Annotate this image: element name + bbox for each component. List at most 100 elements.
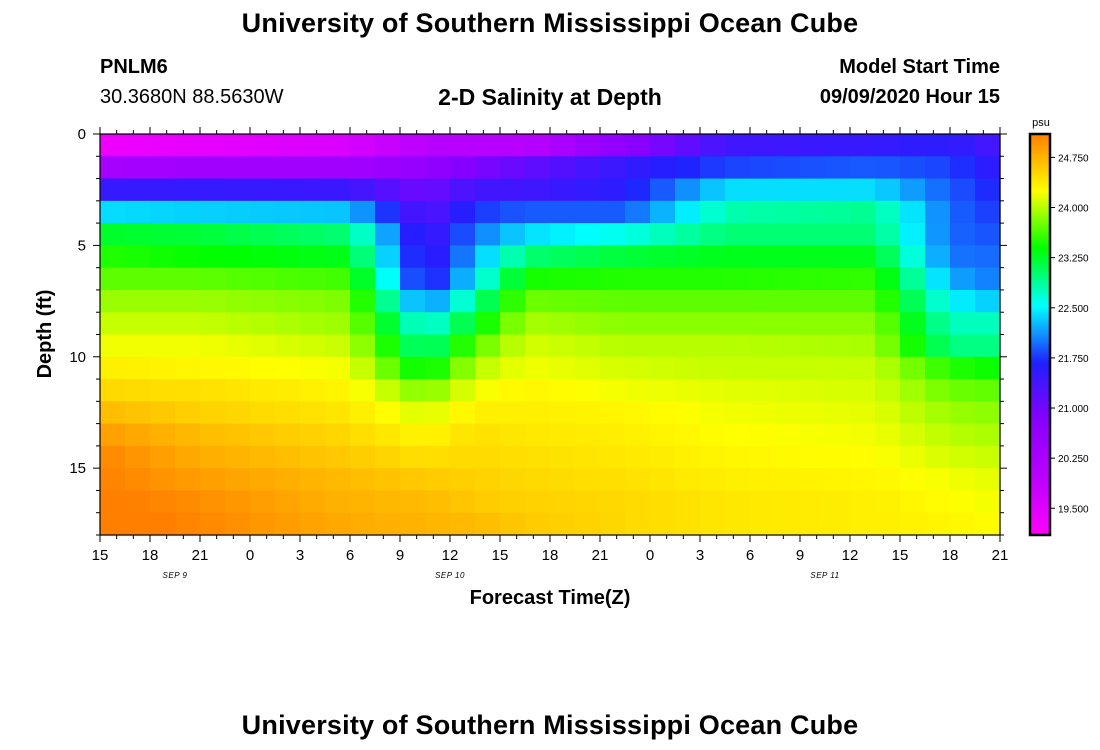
heatmap-cell <box>900 267 926 291</box>
heatmap-cell <box>925 156 951 180</box>
heatmap-cell <box>450 134 476 157</box>
heatmap-cell <box>500 379 526 402</box>
heatmap-cell <box>700 512 726 536</box>
heatmap-cell <box>500 490 526 514</box>
heatmap-cell <box>225 245 251 269</box>
heatmap-cell <box>500 178 526 202</box>
heatmap-cell <box>625 134 651 157</box>
heatmap-cell <box>575 334 601 358</box>
heatmap-cell <box>600 156 626 180</box>
colorbar-tick-label: 20.250 <box>1058 454 1089 465</box>
heatmap-cell <box>800 200 826 224</box>
heatmap-cell <box>900 134 926 157</box>
heatmap-cell <box>700 445 726 469</box>
heatmap-cell <box>725 200 751 224</box>
heatmap-cell <box>250 490 276 514</box>
x-tick-label: 9 <box>396 547 404 564</box>
heatmap-cell <box>550 245 576 269</box>
heatmap-cell <box>975 490 1001 514</box>
heatmap-cell <box>125 490 151 514</box>
heatmap-cell <box>625 490 651 514</box>
heatmap-cell <box>750 401 776 425</box>
heatmap-cell <box>225 134 251 157</box>
heatmap-cell <box>225 445 251 469</box>
heatmap-cell <box>575 223 601 246</box>
heatmap-cell <box>975 245 1001 269</box>
x-tick-label: 18 <box>942 547 959 564</box>
heatmap-cell <box>600 445 626 469</box>
heatmap-cell <box>975 156 1001 180</box>
heatmap-cell <box>675 334 701 358</box>
heatmap-cell <box>750 445 776 469</box>
heatmap-cell <box>650 445 676 469</box>
heatmap-cell <box>400 468 426 492</box>
heatmap-cell <box>500 312 526 336</box>
heatmap-cell <box>125 156 151 180</box>
heatmap-cell <box>600 267 626 291</box>
heatmap-cell <box>825 356 851 380</box>
heatmap-cell <box>275 289 301 313</box>
heatmap-cell <box>925 200 951 224</box>
heatmap-cell <box>975 379 1001 402</box>
heatmap-cell <box>250 379 276 402</box>
heatmap-cell <box>200 200 226 224</box>
x-tick-label: 21 <box>992 547 1009 564</box>
heatmap-cell <box>675 289 701 313</box>
heatmap-cell <box>375 379 401 402</box>
heatmap-cell <box>675 512 701 536</box>
heatmap-cell <box>300 245 326 269</box>
heatmap-cell <box>525 223 551 246</box>
heatmap-cell <box>925 178 951 202</box>
heatmap-cell <box>875 223 901 246</box>
heatmap-cell <box>175 512 201 536</box>
heatmap-cell <box>850 334 876 358</box>
x-tick-label: 3 <box>696 547 704 564</box>
date-labels: SEP 9 SEP 10 SEP 11 <box>163 571 840 580</box>
heatmap-cell <box>750 490 776 514</box>
heatmap-cell <box>425 490 451 514</box>
heatmap-cell <box>250 245 276 269</box>
heatmap-cell <box>925 445 951 469</box>
heatmap-cell <box>425 134 451 157</box>
heatmap-cell <box>225 289 251 313</box>
heatmap-cell <box>825 156 851 180</box>
heatmap-cell <box>975 200 1001 224</box>
heatmap-cell <box>200 490 226 514</box>
heatmap-cell <box>775 200 801 224</box>
x-tick-label: 12 <box>842 547 859 564</box>
heatmap-cell <box>325 200 351 224</box>
heatmap-cell <box>125 445 151 469</box>
heatmap-cell <box>200 245 226 269</box>
heatmap-cell <box>150 334 176 358</box>
heatmap-cell <box>625 223 651 246</box>
heatmap-cell <box>825 223 851 246</box>
colorbar-tick-label: 21.000 <box>1058 404 1089 415</box>
heatmap-cell <box>500 401 526 425</box>
heatmap-cell <box>975 356 1001 380</box>
heatmap-cell <box>725 468 751 492</box>
heatmap-cell <box>450 379 476 402</box>
date-label: SEP 10 <box>435 571 465 580</box>
heatmap-cell <box>525 356 551 380</box>
x-tick-labels: 15 18 21 0 3 6 9 12 15 18 21 0 3 6 9 12 15 18 21 <box>92 547 1009 564</box>
heatmap-cell <box>875 356 901 380</box>
heatmap-cell <box>875 289 901 313</box>
heatmap-cell <box>950 379 976 402</box>
heatmap-cell <box>900 401 926 425</box>
heatmap-cell <box>650 356 676 380</box>
heatmap-cell <box>750 200 776 224</box>
heatmap-cell <box>725 223 751 246</box>
heatmap-cell <box>200 156 226 180</box>
heatmap-cell <box>625 178 651 202</box>
heatmap-cell <box>725 445 751 469</box>
heatmap-cell <box>375 334 401 358</box>
heatmap-cell <box>575 267 601 291</box>
heatmap-cell <box>350 401 376 425</box>
heatmap-cell <box>575 423 601 447</box>
heatmap-cell <box>700 156 726 180</box>
heatmap-cell <box>650 267 676 291</box>
heatmap-cell <box>625 401 651 425</box>
heatmap-cell <box>800 178 826 202</box>
x-tick-label: 6 <box>746 547 754 564</box>
heatmap-cell <box>175 267 201 291</box>
